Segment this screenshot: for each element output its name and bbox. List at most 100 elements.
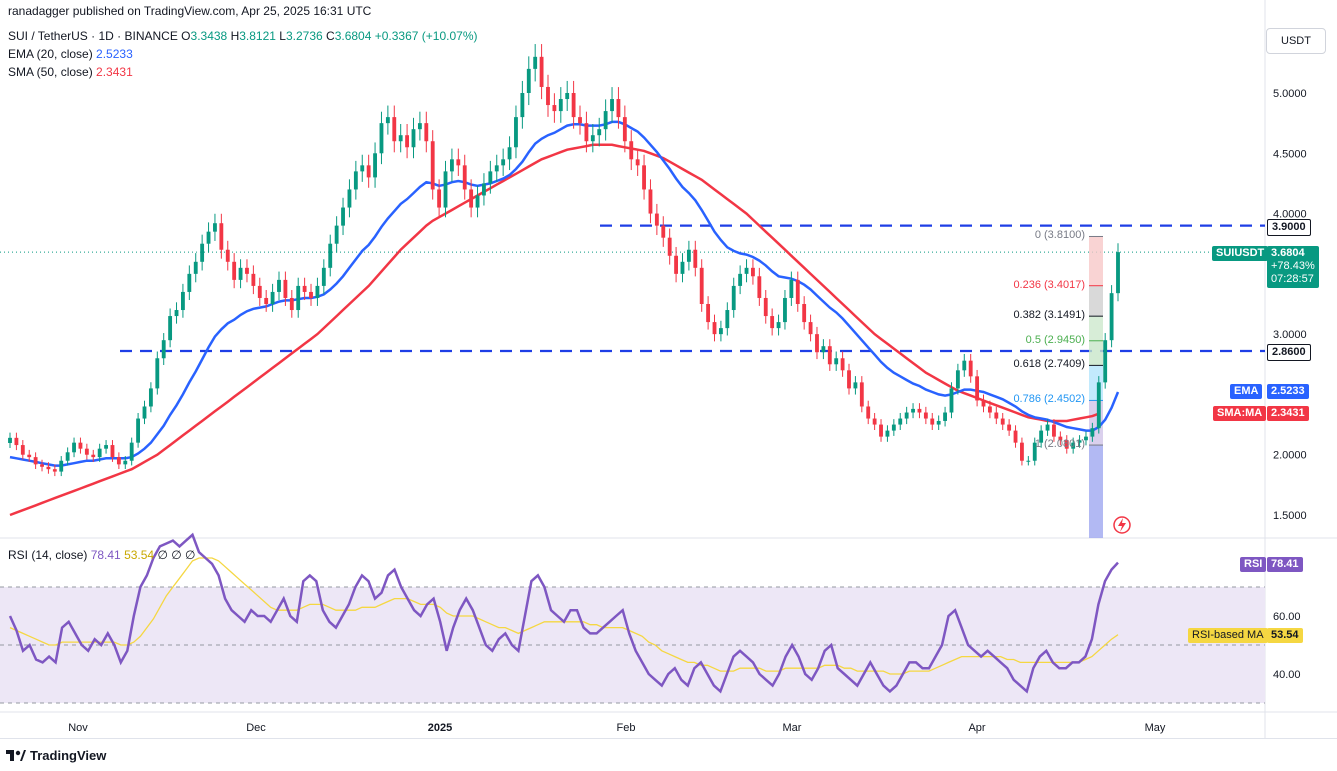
candle-body [187,273,192,292]
candle-body [251,273,256,286]
candle-body [174,310,179,317]
candle-body [975,376,980,401]
candle-body [232,261,237,280]
candle-body [514,117,518,148]
tradingview-logo[interactable]: TradingView [6,748,106,763]
tradingview-logo-icon [6,749,26,761]
fib-label: 0.618 (2.7409) [1013,358,1085,371]
rsi-tick-label: 40.00 [1273,669,1301,681]
candle-body [116,457,121,465]
candle-body [642,165,646,190]
candle-body [321,267,326,286]
candle-body [827,346,832,365]
fib-label: 0.786 (2.4502) [1013,393,1085,406]
candle-body [1096,382,1101,429]
candle-body [834,358,839,365]
time-tick-label: Dec [246,722,266,734]
candle-body [891,424,896,431]
candle-body [776,322,781,329]
candle-body [738,273,743,286]
candle-body [462,165,467,190]
symbol-name-tag: SUIUSDT [1212,246,1269,261]
candle-body [469,189,474,208]
time-tick-label: Mar [783,722,802,734]
candle-body [731,285,736,311]
candle-body [238,267,243,280]
candle-body [994,412,999,419]
candle-body [1071,442,1076,449]
rsi-tag-label: RSI [1240,557,1267,572]
candle-body [648,189,653,214]
candle-body [1013,430,1018,443]
time-tick-label: Apr [968,722,985,734]
sma-tag-value: 2.3431 [1267,406,1309,421]
candle-body [923,412,928,419]
candle-body [808,322,813,335]
candle-body [373,153,377,178]
candle-body [610,99,614,112]
candle-body [539,56,544,87]
candle-body [449,159,454,172]
candle-body [885,430,890,437]
candle-body [270,291,275,304]
price-tick-label: 1.5000 [1273,510,1307,522]
candle-body [475,195,480,208]
candle-body [443,171,448,208]
candle-body [533,56,538,69]
resistance-tag: 3.9000 [1267,219,1311,236]
rsi-line [8,532,1119,694]
bottom-divider [0,738,1337,739]
symbol-legend[interactable]: SUI / TetherUS · 1D · BINANCE O3.3438 H3… [8,29,477,43]
candle-body [1103,340,1108,383]
rsi-ma-tag-value: 53.54 [1267,628,1303,643]
candle-body [78,442,83,449]
candle-body [1032,442,1037,461]
candle-body [661,225,666,238]
candle-body [392,117,397,142]
candle-body [821,346,826,353]
candle-body [341,207,345,226]
candle-body [296,285,301,311]
price-tag: 3.6804 +78.43% 07:28:57 [1267,246,1319,288]
candle-body [494,165,499,172]
candle-body [654,213,659,226]
candle-body [552,105,557,112]
candle-body [629,141,634,160]
candle-body [898,418,903,425]
candle-body [417,123,422,130]
candle-body [802,304,807,323]
candle-body [334,225,339,244]
candle-body [1020,442,1024,461]
fib-label: 1 (2.0801) [1034,438,1085,451]
candle-body [430,141,435,190]
fib-zone [1089,236,1103,286]
time-tick-label: Nov [68,722,88,734]
candle-body [943,412,947,421]
candle-body [1039,430,1044,443]
price-tick-label: 3.0000 [1273,329,1307,341]
candle-body [936,420,941,425]
currency-button[interactable]: USDT [1266,28,1326,54]
price-tick-label: 2.0000 [1273,450,1307,462]
candle-body [853,382,858,389]
sma50-line [9,143,1100,517]
candle-body [379,123,384,154]
candle-body [584,123,589,142]
fib-zone [1089,340,1103,366]
ema-legend[interactable]: EMA (20, close) 2.5233 [8,47,133,61]
fib-zone [1089,316,1103,341]
support-tag: 2.8600 [1267,344,1311,361]
rsi-ma-tag-label: RSI-based MA [1188,628,1268,643]
candle-body [879,424,883,437]
candle-body [456,159,461,166]
candle-body [193,261,198,274]
candle-body [97,448,102,458]
candle-body [744,267,749,274]
sma-legend[interactable]: SMA (50, close) 2.3431 [8,65,133,79]
rsi-legend[interactable]: RSI (14, close) 78.41 53.54 ∅ ∅ ∅ [8,548,196,562]
fib-zone [1089,285,1103,317]
candle-body [770,316,775,329]
candle-body [257,285,262,298]
candle-body [718,328,723,335]
